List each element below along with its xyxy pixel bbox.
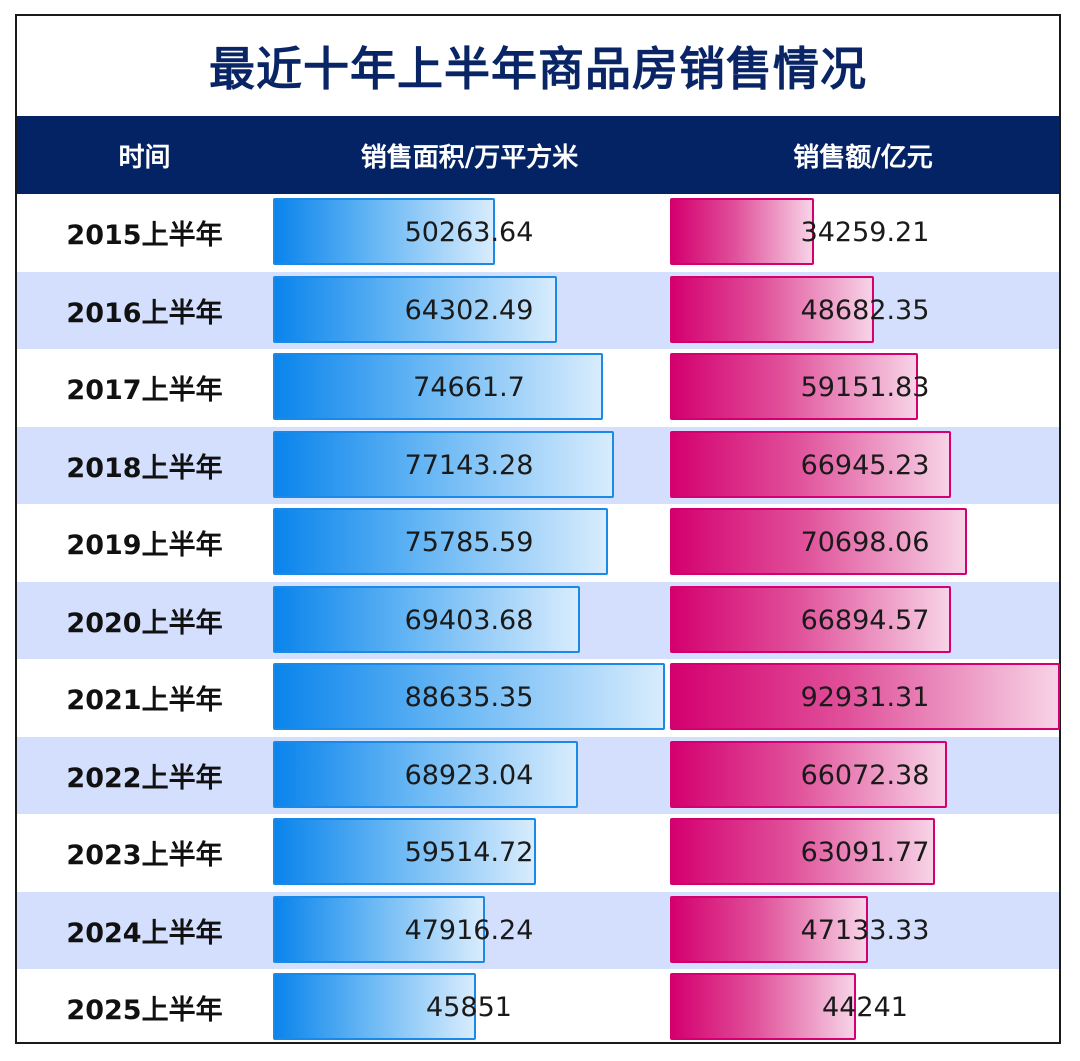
row-period-label: 2023上半年: [66, 840, 223, 871]
table-row: 2018上半年 77143.28 66945.23: [17, 426, 1059, 504]
sales-bar: [670, 198, 814, 265]
sales-value-label: 92931.31: [800, 682, 930, 713]
header-time: 时间: [118, 142, 171, 173]
row-period-label: 2024上半年: [66, 917, 223, 949]
area-value-label: 77143.28: [404, 449, 534, 481]
table-row: 2017上半年 74661.7 59151.83: [17, 349, 1059, 426]
table-row: 2021上半年 88635.35 92931.31: [17, 659, 1060, 736]
table-row: 2020上半年 69403.68 66894.57: [17, 581, 1059, 659]
sales-bar: [670, 818, 935, 885]
area-value-label: 68923.04: [404, 759, 534, 791]
table-row: 2019上半年 75785.59 70698.06: [17, 504, 1059, 581]
table-row: 2022上半年 68923.04 66072.38: [17, 736, 1059, 814]
sales-value-label: 66072.38: [800, 759, 930, 791]
area-value-label: 75785.59: [404, 527, 534, 558]
area-value-label: 64302.49: [404, 294, 534, 326]
row-period-label: 2017上半年: [66, 375, 223, 406]
sales-bar: [670, 740, 948, 808]
area-bar: [273, 353, 604, 420]
table-header: 时间 销售面积/万平方米 销售额/亿元: [17, 116, 1059, 194]
row-period-label: 2019上半年: [66, 530, 223, 561]
sales-value-label: 47133.33: [800, 914, 930, 946]
area-bar: [273, 198, 496, 265]
area-value-label: 74661.7: [413, 372, 525, 403]
row-period-label: 2022上半年: [66, 762, 223, 794]
sales-value-label: 44241: [822, 992, 908, 1023]
area-value-label: 45851: [426, 992, 512, 1023]
sales-bar: [670, 353, 919, 420]
area-bar: [273, 430, 615, 498]
table-row: 2024上半年 47916.24 47133.33: [17, 891, 1059, 969]
sales-bar: [670, 663, 1060, 730]
area-bar: [273, 740, 578, 808]
table-row: 2023上半年 59514.72 63091.77: [17, 814, 1059, 891]
area-bar: [273, 508, 609, 575]
row-period-label: 2016上半年: [66, 297, 223, 329]
area-value-label: 50263.64: [404, 217, 534, 248]
row-period-label: 2018上半年: [66, 452, 223, 484]
area-bar: [273, 275, 558, 343]
sales-value-label: 66945.23: [800, 449, 930, 481]
sales-value-label: 48682.35: [800, 294, 930, 326]
sales-bar: [670, 585, 951, 653]
header-sales: 销售额/亿元: [793, 142, 933, 173]
row-period-label: 2015上半年: [66, 220, 223, 251]
sales-value-label: 63091.77: [800, 837, 930, 868]
area-bar: [273, 973, 476, 1040]
area-value-label: 59514.72: [404, 837, 534, 868]
sales-value-label: 66894.57: [800, 604, 930, 636]
area-bar: [273, 895, 485, 963]
chart-title: 最近十年上半年商品房销售情况: [209, 42, 867, 96]
sales-bar: [670, 973, 856, 1040]
sales-bar: [670, 275, 875, 343]
table-row: 2016上半年 64302.49 48682.35: [17, 271, 1059, 349]
area-value-label: 88635.35: [404, 682, 534, 713]
row-period-label: 2025上半年: [66, 995, 223, 1026]
sales-bar: [670, 430, 951, 498]
chart-frame: 最近十年上半年商品房销售情况 时间 销售面积/万平方米 销售额/亿元 2015上…: [15, 14, 1061, 1044]
sales-bar: [670, 895, 868, 963]
area-value-label: 47916.24: [404, 914, 534, 946]
sales-bar: [670, 508, 967, 575]
header-area: 销售面积/万平方米: [360, 142, 579, 173]
area-bar: [273, 585, 580, 653]
sales-value-label: 70698.06: [800, 527, 930, 558]
area-bar: [273, 818, 537, 885]
sales-value-label: 34259.21: [800, 217, 930, 248]
table-row: 2025上半年 45851 44241: [17, 969, 1059, 1046]
sales-value-label: 59151.83: [800, 372, 930, 403]
row-period-label: 2020上半年: [66, 607, 223, 639]
area-value-label: 69403.68: [404, 604, 534, 636]
row-period-label: 2021上半年: [66, 685, 223, 716]
area-bar: [273, 663, 665, 730]
table-row: 2015上半年 50263.64 34259.21: [17, 194, 1059, 271]
